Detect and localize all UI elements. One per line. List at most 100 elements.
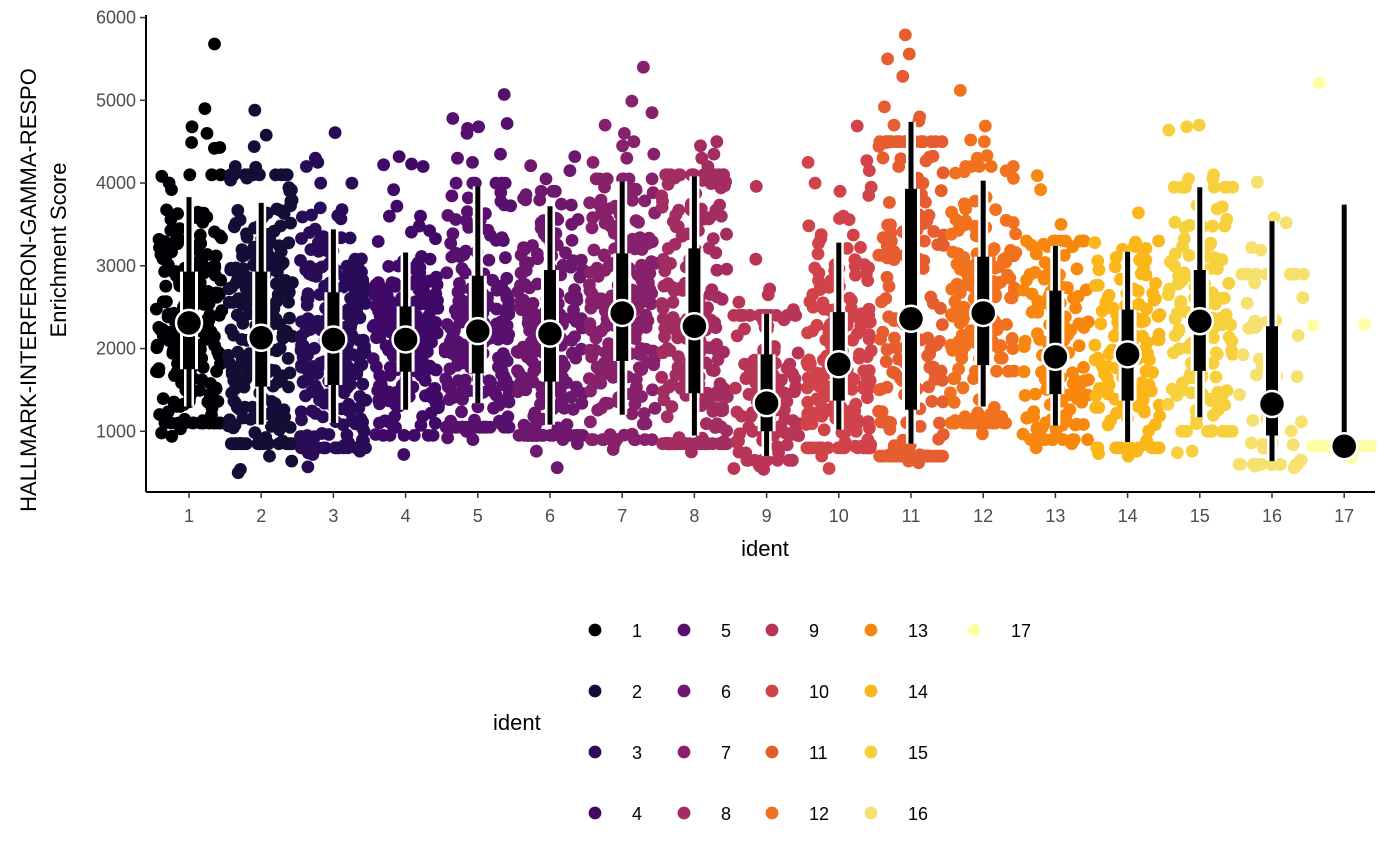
data-point — [922, 208, 936, 222]
data-point — [780, 395, 794, 408]
data-point — [229, 261, 243, 275]
outlier-point — [761, 288, 775, 302]
data-point — [1069, 301, 1082, 315]
x-tick-label: 11 — [902, 506, 921, 526]
data-point — [271, 375, 285, 389]
data-point — [811, 247, 825, 261]
data-point — [888, 367, 902, 380]
data-point — [1249, 368, 1263, 382]
data-point — [594, 193, 608, 207]
outlier-point — [524, 159, 538, 173]
data-point — [1297, 267, 1310, 281]
legend-label: 11 — [809, 743, 828, 763]
outlier-point — [787, 303, 800, 317]
data-point — [601, 214, 615, 228]
data-point — [879, 355, 893, 368]
data-point — [1235, 267, 1249, 281]
data-point — [318, 279, 331, 293]
data-point — [150, 302, 163, 316]
data-point — [1139, 364, 1153, 378]
data-point — [1077, 321, 1091, 334]
outlier-point — [1287, 461, 1301, 475]
data-point — [861, 415, 875, 429]
data-point — [770, 440, 784, 453]
outlier-point — [451, 151, 464, 165]
outlier-point — [247, 140, 261, 154]
data-point — [997, 416, 1011, 430]
data-point — [242, 355, 255, 369]
data-point — [440, 318, 454, 331]
data-point — [803, 295, 817, 309]
data-point — [730, 329, 744, 343]
data-point — [625, 407, 639, 421]
outlier-point — [898, 28, 912, 42]
data-point — [565, 234, 579, 247]
data-point — [340, 259, 354, 273]
data-point — [851, 413, 865, 427]
data-point — [233, 213, 247, 227]
data-point — [455, 405, 468, 419]
data-point — [952, 362, 965, 376]
summary-3 — [319, 229, 348, 424]
data-point — [956, 381, 970, 395]
data-point — [994, 339, 1007, 353]
data-point — [383, 361, 397, 374]
summary-14 — [1113, 251, 1142, 443]
legend-label: 7 — [721, 743, 731, 763]
data-point — [1175, 424, 1189, 438]
data-point — [1136, 329, 1149, 343]
outlier-point — [377, 158, 390, 172]
data-point — [1168, 259, 1181, 273]
data-point — [273, 341, 287, 355]
legend-item-16: 16 — [864, 804, 928, 824]
data-point — [187, 416, 201, 430]
data-point — [800, 356, 814, 369]
data-point — [197, 416, 210, 430]
data-point — [517, 241, 530, 255]
outlier-point — [850, 119, 864, 133]
data-point — [383, 209, 396, 223]
data-point — [1364, 439, 1378, 453]
outlier-point — [539, 172, 553, 186]
outlier-point — [240, 171, 254, 185]
data-point — [1291, 329, 1305, 342]
data-point — [1174, 297, 1188, 311]
data-point — [557, 401, 571, 415]
outlier-point — [460, 126, 474, 140]
data-point — [588, 296, 602, 310]
data-point — [1129, 235, 1142, 249]
data-point — [316, 242, 330, 256]
data-point — [661, 242, 675, 255]
data-point — [727, 309, 741, 322]
data-point — [1190, 417, 1203, 431]
data-point — [331, 441, 344, 455]
data-point — [1232, 458, 1246, 471]
outlier-point — [568, 150, 582, 164]
data-point — [314, 176, 328, 190]
data-point — [624, 241, 638, 255]
outlier-point — [1358, 318, 1372, 331]
y-axis-ticks: 1000 2000 3000 4000 5000 6000 — [96, 8, 146, 441]
data-point — [201, 313, 214, 327]
data-point — [637, 287, 651, 301]
data-point — [559, 246, 572, 260]
data-point — [299, 324, 313, 338]
data-point — [575, 397, 589, 410]
data-point — [958, 197, 971, 211]
data-point — [150, 341, 164, 355]
data-point — [546, 184, 560, 198]
data-point — [861, 441, 875, 455]
data-point — [924, 290, 938, 304]
data-point — [1142, 378, 1156, 392]
x-axis-ticks: 1 2 3 4 5 6 7 8 9 10 11 12 13 14 15 16 17 — [184, 492, 1354, 526]
data-point — [640, 355, 654, 369]
data-point — [720, 437, 734, 451]
data-point — [234, 437, 248, 451]
outlier-point — [833, 184, 847, 198]
data-point — [158, 416, 172, 430]
outlier-point — [165, 429, 179, 443]
data-point — [414, 418, 428, 432]
outlier-point — [248, 103, 262, 117]
legend-item-15: 15 — [864, 743, 928, 763]
data-point — [160, 295, 173, 308]
